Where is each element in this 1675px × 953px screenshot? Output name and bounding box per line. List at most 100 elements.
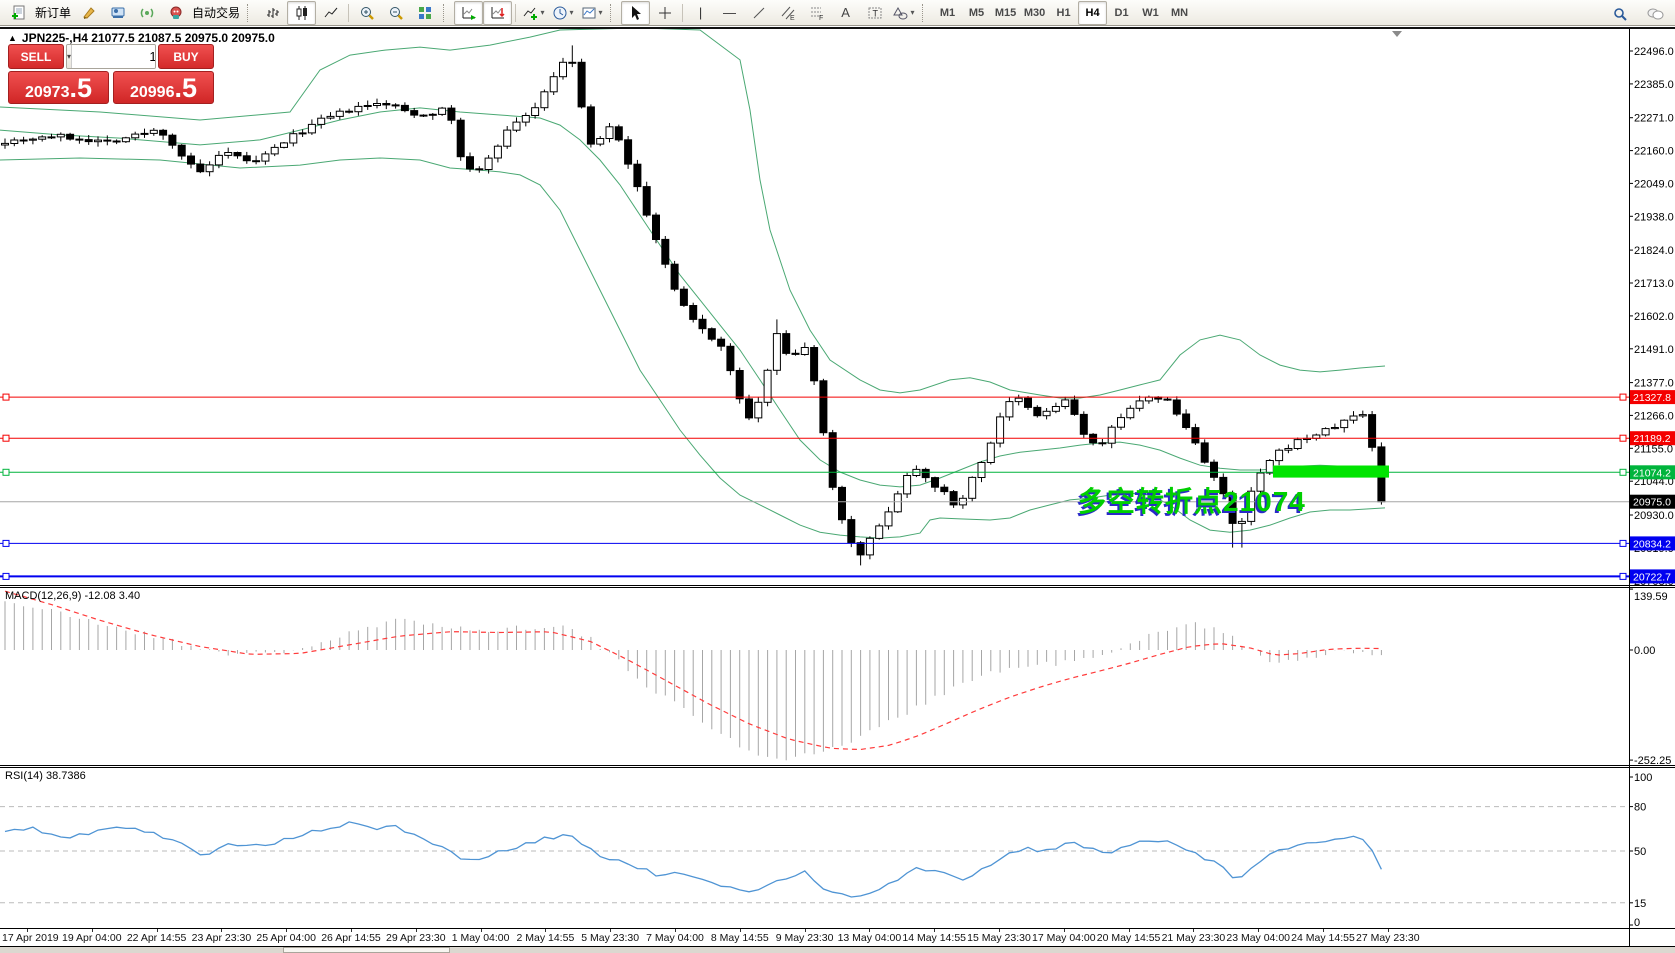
signals-button[interactable] xyxy=(132,1,161,25)
line-handle[interactable] xyxy=(2,572,10,580)
volume-decrease-button[interactable]: ▾ xyxy=(67,45,73,68)
candle xyxy=(884,511,893,527)
new-order-button[interactable] xyxy=(4,1,33,25)
line-handle[interactable] xyxy=(2,539,10,547)
timeframe-h1-button[interactable]: H1 xyxy=(1056,6,1071,19)
candle xyxy=(1358,414,1367,417)
timeframe-h4-button[interactable]: H4 xyxy=(1078,0,1108,25)
price-badge xyxy=(1630,465,1675,480)
timeframe-group: M1 M5 M15 M30 H1 H4 D1 W1 MN xyxy=(933,0,1194,25)
search-button[interactable] xyxy=(1605,2,1634,26)
candle xyxy=(1275,449,1284,462)
line-handle[interactable] xyxy=(1619,468,1627,476)
vertical-line-button[interactable]: | xyxy=(686,1,715,25)
timeframe-w1-button[interactable]: W1 xyxy=(1142,6,1159,19)
label-button[interactable]: T xyxy=(860,1,889,25)
one-click-trading-panel: SELL ▾ ▴ BUY 20973.5 20996.5 xyxy=(8,44,214,104)
periods-button[interactable]: ▾ xyxy=(548,1,577,25)
scrollbar-thumb[interactable] xyxy=(283,947,450,953)
trendline-button[interactable] xyxy=(744,1,773,25)
horizontal-line-button[interactable]: — xyxy=(715,1,744,25)
candle xyxy=(75,138,84,141)
candle xyxy=(38,136,47,140)
candle xyxy=(196,163,205,173)
candle xyxy=(112,140,121,143)
text-button[interactable]: A xyxy=(831,1,860,25)
toolbar-separator xyxy=(682,3,684,22)
candle xyxy=(772,333,781,371)
cursor-button[interactable] xyxy=(621,0,651,25)
rsi-pane[interactable]: 100 80 50 15 0 xyxy=(0,768,1675,928)
candle xyxy=(19,139,28,142)
main-chart-pane[interactable]: 22496.0 22385.0 22271.0 22160.0 22049.0 21938… xyxy=(0,29,1675,585)
volume-input[interactable] xyxy=(72,45,155,68)
macd-pane[interactable]: 139.59 0.00 -252.25 xyxy=(0,588,1675,764)
new-order-label[interactable]: 新订单 xyxy=(35,6,72,20)
line-handle[interactable] xyxy=(1619,572,1627,580)
sell-button[interactable]: SELL xyxy=(8,44,64,69)
line-handle[interactable] xyxy=(1619,539,1627,547)
candle xyxy=(503,129,512,147)
timeframe-m5-button[interactable]: M5 xyxy=(968,6,985,19)
candle xyxy=(679,288,688,306)
shapes-button[interactable]: ▾ xyxy=(889,1,918,25)
zoom-out-button[interactable] xyxy=(381,1,410,25)
rsi-axis-label: 80 xyxy=(1634,802,1646,814)
chart-shift-marker-icon[interactable] xyxy=(1392,31,1402,37)
pane-splitter[interactable] xyxy=(0,585,1675,586)
line-handle[interactable] xyxy=(2,434,10,442)
search-icon xyxy=(1613,8,1627,21)
candle xyxy=(466,156,474,170)
candle xyxy=(633,163,642,188)
price-axis-label: 21377.0 xyxy=(1634,378,1674,390)
line-chart-button[interactable] xyxy=(316,1,345,25)
fibonacci-button[interactable]: F xyxy=(802,1,831,25)
highlight-rectangle-object[interactable] xyxy=(1273,465,1389,478)
zoom-in-button[interactable] xyxy=(352,1,381,25)
buy-price-button[interactable]: 20996.5 xyxy=(113,71,214,104)
pane-splitter[interactable] xyxy=(0,765,1675,766)
rsi-axis-label: 0 xyxy=(1634,917,1640,928)
terminal-button[interactable] xyxy=(103,1,132,25)
timeframe-d1-button[interactable]: D1 xyxy=(1114,6,1129,19)
candle xyxy=(754,401,763,419)
candle xyxy=(94,139,102,143)
candle xyxy=(735,370,744,400)
auto-trading-button[interactable] xyxy=(161,1,190,25)
line-handle[interactable] xyxy=(1619,393,1627,401)
date-axis-tick xyxy=(610,929,612,932)
channel-button[interactable]: E xyxy=(773,1,802,25)
chat-button[interactable] xyxy=(1640,2,1669,26)
candle xyxy=(1182,413,1191,428)
timeframe-m15-button[interactable]: M15 xyxy=(994,6,1017,19)
rsi-line xyxy=(4,821,1382,898)
line-handle[interactable] xyxy=(1619,434,1627,442)
timeframe-m30-button[interactable]: M30 xyxy=(1023,6,1046,19)
timeframe-m1-button[interactable]: M1 xyxy=(939,6,956,19)
candle xyxy=(512,121,521,131)
metaeditor-button[interactable] xyxy=(74,1,103,25)
sell-price-button[interactable]: 20973.5 xyxy=(8,71,109,104)
candle xyxy=(400,104,409,112)
buy-button[interactable]: BUY xyxy=(158,44,214,69)
tile-windows-button[interactable] xyxy=(410,1,439,25)
candlestick-button[interactable] xyxy=(287,0,317,25)
candles-layer xyxy=(1,45,1386,566)
templates-button[interactable]: ▾ xyxy=(577,1,606,25)
macd-axis-label: -252.25 xyxy=(1634,755,1671,764)
chart-shift-button[interactable] xyxy=(483,0,513,25)
bar-chart-button[interactable] xyxy=(258,1,287,25)
timeframe-mn-button[interactable]: MN xyxy=(1170,6,1189,19)
indicators-button[interactable]: ▾ xyxy=(519,1,548,25)
auto-scroll-button[interactable] xyxy=(454,0,484,25)
date-axis[interactable]: 17 Apr 2019 19 Apr 04:00 22 Apr 14:55 23 Ap… xyxy=(0,929,1675,946)
horizontal-scrollbar[interactable] xyxy=(0,947,1675,953)
crosshair-button[interactable] xyxy=(650,1,679,25)
line-handle[interactable] xyxy=(2,468,10,476)
date-axis-tick xyxy=(351,929,352,932)
buy-price-main: 20996 xyxy=(129,84,175,101)
candle xyxy=(903,475,912,495)
collapse-chart-icon[interactable]: ▲ xyxy=(8,33,17,43)
auto-trading-label[interactable]: 自动交易 xyxy=(192,6,241,20)
line-handle[interactable] xyxy=(2,393,10,401)
